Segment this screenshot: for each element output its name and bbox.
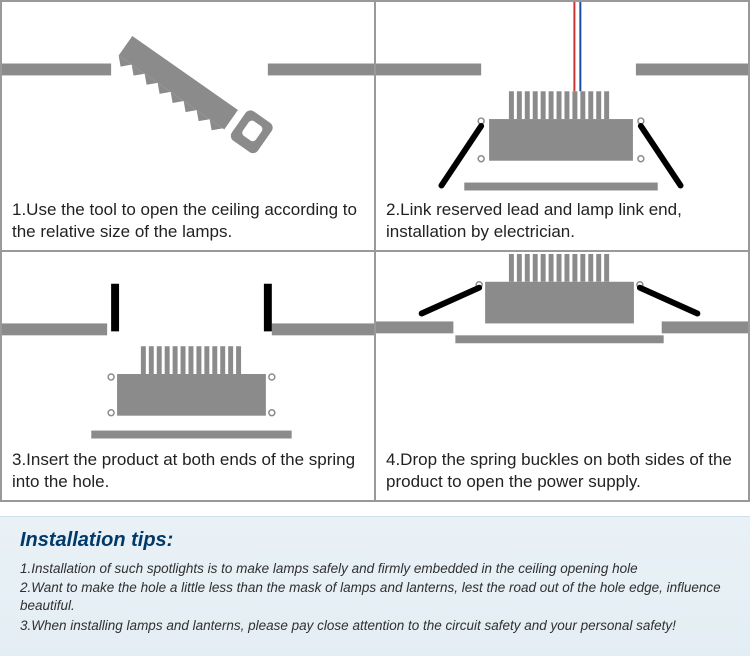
- lamp-insert-icon: [2, 252, 374, 445]
- tips-line-3: 3.When installing lamps and lanterns, pl…: [20, 617, 730, 635]
- tips-line-1: 1.Installation of such spotlights is to …: [20, 560, 730, 578]
- steps-grid: 1.Use the tool to open the ceiling accor…: [0, 0, 750, 502]
- step-1-caption: 1.Use the tool to open the ceiling accor…: [2, 195, 374, 250]
- step-1-illustration: [2, 2, 374, 195]
- step-1-cell: 1.Use the tool to open the ceiling accor…: [1, 1, 375, 251]
- tips-line-2: 2.Want to make the hole a little less th…: [20, 579, 730, 615]
- step-4-cell: 4.Drop the spring buckles on both sides …: [375, 251, 749, 501]
- step-2-caption: 2.Link reserved lead and lamp link end, …: [376, 195, 748, 250]
- step-2-cell: 2.Link reserved lead and lamp link end, …: [375, 1, 749, 251]
- lamp-wired-icon: [376, 2, 748, 195]
- step-2-illustration: [376, 2, 748, 195]
- tips-box: Installation tips: 1.Installation of suc…: [0, 516, 750, 656]
- step-4-illustration: [376, 252, 748, 445]
- saw-ceiling-icon: [2, 2, 374, 195]
- tips-title: Installation tips:: [20, 529, 730, 552]
- step-3-cell: 3.Insert the product at both ends of the…: [1, 251, 375, 501]
- lamp-installed-icon: [376, 252, 748, 445]
- step-4-caption: 4.Drop the spring buckles on both sides …: [376, 445, 748, 500]
- step-3-illustration: [2, 252, 374, 445]
- step-3-caption: 3.Insert the product at both ends of the…: [2, 445, 374, 500]
